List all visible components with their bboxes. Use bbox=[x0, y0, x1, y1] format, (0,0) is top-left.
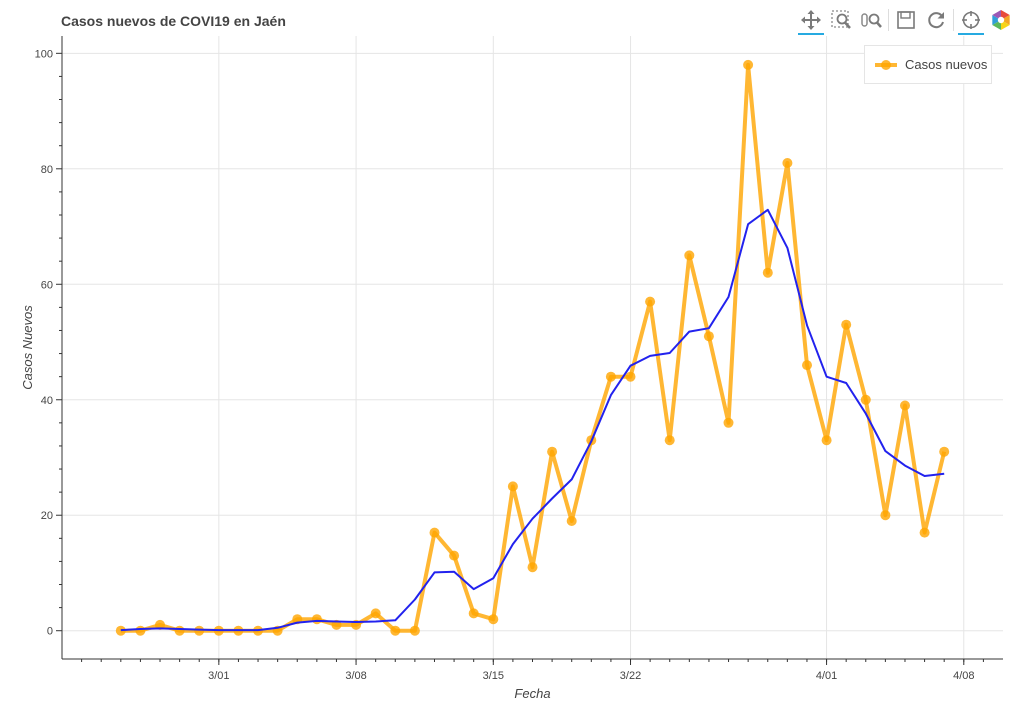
crosshair-icon bbox=[962, 11, 980, 29]
data-point bbox=[174, 625, 185, 636]
y-tick-label: 0 bbox=[47, 626, 53, 638]
data-point bbox=[449, 550, 460, 561]
data-point bbox=[194, 625, 205, 636]
data-point bbox=[429, 527, 440, 538]
x-tick-label: 3/22 bbox=[620, 670, 641, 682]
series-line-moving-average bbox=[120, 208, 945, 632]
x-tick-label: 3/15 bbox=[483, 670, 504, 682]
reset-tool[interactable] bbox=[921, 6, 951, 34]
data-point bbox=[468, 608, 479, 619]
y-tick-label: 100 bbox=[35, 48, 53, 60]
y-tick-label: 60 bbox=[41, 279, 53, 291]
wheel-zoom-tool[interactable] bbox=[856, 6, 886, 34]
x-tick-label: 4/08 bbox=[953, 670, 974, 682]
chart-toolbar bbox=[796, 6, 1016, 36]
data-point bbox=[900, 400, 910, 411]
x-tick-label: 3/01 bbox=[208, 670, 229, 682]
series-layer bbox=[115, 59, 950, 636]
reset-icon bbox=[928, 12, 944, 29]
data-point bbox=[684, 250, 695, 261]
bokeh-logo-icon bbox=[992, 10, 1010, 30]
box-zoom-tool[interactable] bbox=[826, 6, 856, 34]
wheel-zoom-icon bbox=[861, 13, 882, 28]
data-point bbox=[860, 394, 871, 405]
save-tool[interactable] bbox=[891, 6, 921, 34]
data-point bbox=[762, 267, 773, 278]
data-point bbox=[743, 59, 754, 70]
data-point bbox=[370, 608, 381, 619]
hover-tool[interactable] bbox=[956, 6, 986, 35]
y-axis-label: Casos Nuevos bbox=[19, 305, 35, 390]
data-point bbox=[645, 296, 656, 307]
data-point bbox=[115, 625, 126, 636]
data-point bbox=[919, 527, 930, 538]
data-point bbox=[841, 319, 852, 330]
data-point bbox=[566, 516, 577, 526]
y-tick-label: 20 bbox=[41, 510, 53, 522]
data-point bbox=[782, 158, 793, 168]
data-point bbox=[664, 435, 675, 446]
data-point bbox=[409, 625, 420, 636]
box-zoom-icon bbox=[831, 10, 851, 29]
chart-title: Casos nuevos de COVI19 en Jaén bbox=[61, 13, 286, 29]
data-point bbox=[605, 371, 616, 382]
grid bbox=[62, 36, 1003, 659]
y-tick-label: 80 bbox=[41, 164, 53, 176]
data-point bbox=[311, 614, 322, 625]
x-axis-label: Fecha bbox=[514, 686, 551, 701]
legend[interactable]: Casos nuevos bbox=[864, 45, 992, 84]
data-point bbox=[135, 625, 146, 636]
data-point bbox=[527, 562, 538, 573]
data-point bbox=[488, 614, 499, 625]
y-tick-label: 40 bbox=[41, 395, 53, 407]
toolbar-separator bbox=[888, 9, 889, 31]
data-point bbox=[821, 435, 832, 446]
data-point bbox=[547, 446, 558, 457]
data-point bbox=[802, 360, 812, 371]
x-tick-label: 3/08 bbox=[345, 670, 366, 682]
series-line-casos-nuevos bbox=[120, 62, 947, 633]
bokeh-logo[interactable] bbox=[986, 6, 1016, 34]
toolbar-separator bbox=[953, 9, 954, 31]
data-point bbox=[939, 446, 950, 457]
legend-label: Casos nuevos bbox=[905, 57, 988, 72]
data-point bbox=[723, 417, 734, 428]
pan-icon bbox=[801, 10, 821, 30]
data-point bbox=[703, 331, 714, 342]
legend-swatch bbox=[875, 59, 897, 70]
data-point bbox=[625, 371, 636, 382]
data-point bbox=[880, 510, 891, 521]
pan-tool[interactable] bbox=[796, 6, 826, 35]
axes: 0 20 40 60 80 100 3/01 3/08 3/15 3/22 4/01 4/08 bbox=[35, 36, 1003, 682]
data-point bbox=[507, 481, 518, 492]
x-tick-label: 4/01 bbox=[816, 670, 837, 682]
data-point bbox=[155, 619, 165, 630]
save-icon bbox=[897, 11, 915, 29]
data-point bbox=[390, 625, 401, 636]
